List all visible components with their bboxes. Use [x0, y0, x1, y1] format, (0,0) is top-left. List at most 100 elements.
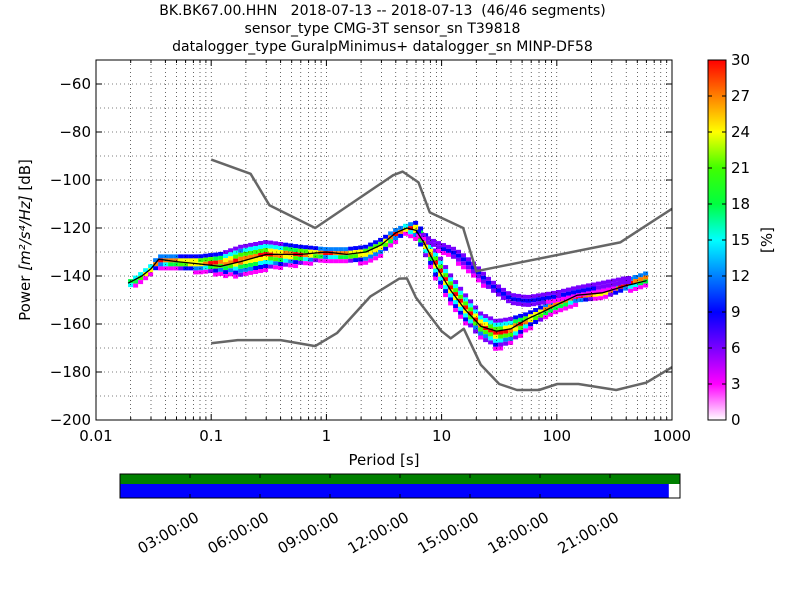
density-cell	[238, 248, 244, 253]
density-cell	[253, 258, 259, 262]
density-cell	[283, 242, 289, 247]
density-cell	[558, 300, 564, 305]
density-cell	[433, 264, 439, 269]
density-cell	[323, 259, 329, 264]
density-cell	[491, 280, 496, 285]
x-tick-label: 10	[432, 427, 451, 445]
density-cell	[416, 229, 421, 234]
density-cell	[358, 253, 364, 258]
density-cell	[521, 294, 526, 299]
density-cell	[508, 332, 514, 337]
density-cell	[228, 248, 234, 253]
density-cell	[496, 284, 501, 289]
density-cell	[358, 257, 364, 262]
density-cell	[428, 256, 434, 261]
density-cell	[188, 266, 194, 271]
density-cell	[323, 251, 329, 256]
density-cell	[308, 249, 314, 254]
density-cell	[283, 246, 289, 251]
density-cell	[153, 258, 159, 263]
density-cell	[463, 321, 469, 326]
density-cell	[461, 261, 466, 266]
density-cell	[476, 266, 481, 271]
density-cell	[158, 258, 164, 263]
density-cell	[466, 257, 471, 262]
density-cell	[518, 317, 524, 322]
density-cell	[533, 308, 539, 312]
density-cell	[328, 251, 334, 256]
density-cell	[318, 258, 324, 263]
density-cell	[591, 290, 596, 295]
density-cell	[243, 267, 249, 272]
y-axis: −60 −80 −100 −120 −140 −160 −180 −200	[50, 75, 672, 429]
density-cell	[343, 251, 349, 256]
density-cell	[448, 301, 454, 306]
density-cell	[538, 313, 544, 318]
density-cell	[493, 334, 499, 339]
density-cell	[571, 290, 576, 295]
density-cell	[338, 259, 344, 264]
density-cell	[603, 294, 609, 299]
density-cell	[548, 308, 554, 313]
density-cell	[486, 284, 491, 289]
density-cell	[158, 254, 164, 259]
density-cell	[348, 254, 354, 259]
x-axis-label: Period [s]	[348, 451, 419, 469]
data-coverage-timeline: 03:00:00 06:00:00 09:00:00 12:00:00 15:00:00…	[119, 473, 681, 558]
density-cell	[483, 322, 489, 327]
density-cell	[601, 288, 606, 293]
density-cell	[233, 250, 239, 255]
density-cell	[498, 334, 504, 339]
density-cell	[443, 273, 449, 278]
density-cell	[313, 246, 319, 251]
density-cell	[508, 336, 514, 341]
density-cell	[193, 270, 199, 275]
density-cell	[203, 269, 209, 274]
density-cell	[493, 338, 499, 343]
density-cell	[248, 254, 254, 259]
density-cell	[601, 284, 606, 289]
density-cell	[513, 335, 519, 340]
density-cell	[458, 306, 464, 311]
density-cell	[453, 284, 459, 289]
density-cell	[463, 293, 469, 298]
x-tick-label: 1	[322, 427, 332, 445]
density-cell	[273, 257, 279, 262]
density-cell	[348, 246, 354, 251]
density-cell	[608, 292, 614, 297]
density-cell	[458, 286, 464, 291]
density-cell	[541, 300, 546, 305]
density-cell	[333, 259, 339, 264]
density-cell	[486, 276, 491, 281]
density-cell	[588, 297, 594, 302]
density-cell	[526, 298, 531, 303]
density-cell	[441, 251, 446, 256]
density-cell	[198, 258, 204, 263]
density-cell	[451, 250, 456, 255]
density-cell	[596, 281, 601, 286]
density-cell	[476, 274, 481, 279]
density-cell	[553, 310, 559, 315]
density-cell	[248, 242, 254, 247]
density-cell	[488, 340, 494, 345]
density-cell	[473, 321, 479, 326]
density-cell	[566, 287, 571, 292]
colorbar-tick-label: 12	[731, 267, 750, 285]
density-cell	[133, 279, 139, 284]
density-cell	[338, 247, 344, 252]
density-cell	[506, 299, 511, 304]
density-cell	[343, 255, 349, 260]
density-cell	[483, 318, 489, 323]
density-cell	[503, 317, 509, 322]
density-cell	[238, 256, 244, 261]
density-cell	[258, 241, 264, 245]
density-cell	[628, 288, 634, 293]
density-cell	[228, 272, 234, 277]
density-cell	[248, 258, 254, 263]
density-cell	[488, 328, 494, 333]
density-cell	[453, 304, 459, 309]
density-cell	[223, 270, 229, 275]
density-cell	[428, 248, 434, 253]
density-cell	[453, 280, 459, 285]
density-cell	[473, 325, 479, 330]
